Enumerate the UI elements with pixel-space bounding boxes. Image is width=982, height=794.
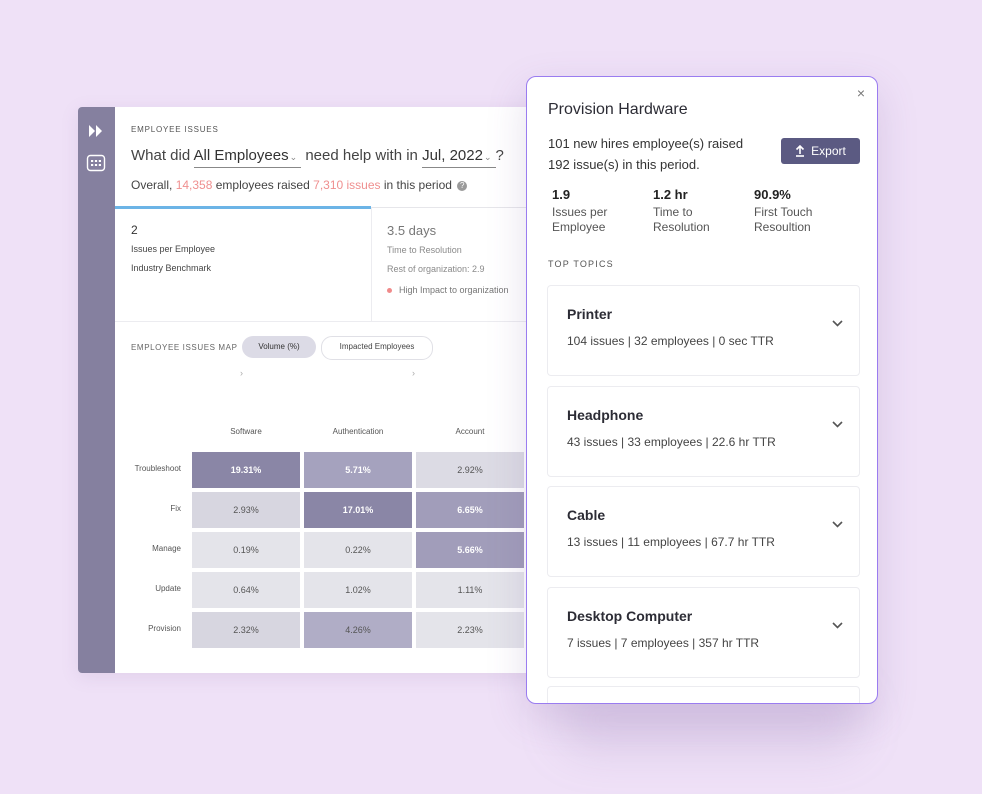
kpi-value: 3.5 days <box>387 223 437 238</box>
topic-stats: 7 issues | 7 employees | 357 hr TTR <box>567 636 760 650</box>
heatmap-cell[interactable]: 0.64% <box>192 572 300 608</box>
topic-card-cable[interactable]: Cable 13 issues | 11 employees | 67.7 hr… <box>547 486 860 577</box>
stat-label: Time to Resolution <box>653 205 710 234</box>
page-question: What did All Employees⌄ need help with i… <box>131 147 504 168</box>
heatmap-row-header: Update <box>155 584 181 593</box>
active-kpi-indicator <box>115 206 371 209</box>
stat-issues-per-employee: 1.9 Issues per Employee <box>552 187 622 235</box>
stat-label: Issues per Employee <box>552 205 608 234</box>
heatmap-cell[interactable]: 5.66% <box>416 532 524 568</box>
topic-card-printer[interactable]: Printer 104 issues | 32 employees | 0 se… <box>547 285 860 376</box>
expand-icon[interactable] <box>86 121 106 141</box>
heatmap-cell[interactable]: 17.01% <box>304 492 412 528</box>
provision-hardware-panel: × Provision Hardware 101 new hires emplo… <box>526 76 878 704</box>
panel-description: 101 new hires employee(s) raised 192 iss… <box>548 136 744 172</box>
heatmap-cell[interactable]: 2.23% <box>416 612 524 648</box>
side-rail <box>78 107 115 673</box>
topic-stats: 13 issues | 11 employees | 67.7 hr TTR <box>567 535 775 549</box>
heatmap-cell[interactable]: 19.31% <box>192 452 300 488</box>
topic-card-headphone[interactable]: Headphone 43 issues | 33 employees | 22.… <box>547 386 860 477</box>
upload-icon <box>796 145 805 157</box>
heatmap-cell[interactable]: 4.26% <box>304 612 412 648</box>
heatmap-column-header: Software <box>230 427 262 436</box>
kpi-time-to-resolution[interactable]: 3.5 days Time to Resolution Rest of orga… <box>387 223 509 295</box>
kpi-label: Issues per Employee <box>131 244 216 254</box>
topic-name: Printer <box>567 306 613 322</box>
kpi-divider <box>371 207 538 208</box>
heatmap-row-header: Fix <box>170 504 181 513</box>
chevron-down-icon: ⌄ <box>483 152 492 162</box>
panel-title: Provision Hardware <box>548 101 688 118</box>
close-icon[interactable]: × <box>856 85 865 101</box>
heatmap-row-header: Manage <box>152 544 181 553</box>
topic-name: Cable <box>567 507 606 523</box>
topic-card-desktop-computer[interactable]: Desktop Computer 7 issues | 7 employees … <box>547 587 860 678</box>
stat-label: First Touch Resoultion <box>754 205 813 234</box>
kpi-vertical-divider <box>371 207 372 321</box>
employee-issues-dashboard: EMPLOYEE ISSUES What did All Employees⌄ … <box>78 107 538 673</box>
impact-note: High Impact to organization <box>387 285 509 295</box>
heatmap-cell[interactable]: 1.02% <box>304 572 412 608</box>
overall-summary: Overall, 14,358 employees raised 7,310 i… <box>131 178 468 192</box>
stat-value: 1.9 <box>552 187 571 202</box>
topic-card-partial[interactable] <box>547 686 860 703</box>
section-eyebrow: EMPLOYEE ISSUES <box>131 125 219 134</box>
group-selector[interactable]: All Employees⌄ <box>193 147 302 168</box>
heatmap-cell[interactable]: 0.19% <box>192 532 300 568</box>
chevron-down-icon[interactable] <box>832 421 843 428</box>
map-title: EMPLOYEE ISSUES MAP <box>131 343 238 352</box>
period-selector[interactable]: Jul, 2022⌄ <box>422 147 496 168</box>
topic-name: Headphone <box>567 407 644 423</box>
topic-name: Desktop Computer <box>567 608 693 624</box>
issue-count: 7,310 issues <box>313 178 381 192</box>
heatmap-cell[interactable]: 2.93% <box>192 492 300 528</box>
kpi-label: Time to Resolution <box>387 245 462 255</box>
grid-calendar-icon[interactable] <box>86 153 106 173</box>
heatmap-cell[interactable]: 0.22% <box>304 532 412 568</box>
section-divider <box>115 321 538 322</box>
chevron-down-icon[interactable] <box>832 521 843 528</box>
topic-stats: 104 issues | 32 employees | 0 sec TTR <box>567 334 774 348</box>
heatmap-row-header: Provision <box>148 624 181 633</box>
heatmap-column-header: Authentication <box>332 427 384 436</box>
stat-value: 90.9% <box>754 187 791 202</box>
stat-time-to-resolution: 1.2 hr Time to Resolution <box>653 187 723 235</box>
stat-value: 1.2 hr <box>653 187 688 202</box>
heatmap-cell[interactable]: 5.71% <box>304 452 412 488</box>
kpi-sub: Industry Benchmark <box>131 263 212 273</box>
heatmap-cell[interactable]: 6.65% <box>416 492 524 528</box>
tab-impacted-employees[interactable]: Impacted Employees <box>321 336 433 360</box>
chevron-down-icon[interactable] <box>832 320 843 327</box>
heatmap-column-header: Account <box>455 427 485 436</box>
export-button[interactable]: Export <box>781 138 860 164</box>
topic-stats: 43 issues | 33 employees | 22.6 hr TTR <box>567 435 776 449</box>
heatmap-cell[interactable]: 1.11% <box>416 572 524 608</box>
tab-volume[interactable]: Volume (%) <box>242 336 316 358</box>
top-topics-title: TOP TOPICS <box>548 259 614 269</box>
employee-count: 14,358 <box>175 178 213 192</box>
chevron-right-icon[interactable]: › <box>412 368 415 378</box>
chevron-down-icon[interactable] <box>832 622 843 629</box>
kpi-value: 2 <box>131 223 138 237</box>
help-icon[interactable]: ? <box>457 180 468 191</box>
chevron-right-icon[interactable]: › <box>240 368 243 378</box>
kpi-sub: Rest of organization: 2.9 <box>387 264 485 274</box>
heatmap-row-header: Troubleshoot <box>134 464 181 473</box>
kpi-issues-per-employee[interactable]: 2 Issues per Employee Industry Benchmark <box>131 223 215 273</box>
impact-dot-icon <box>387 288 392 294</box>
chevron-down-icon: ⌄ <box>289 152 298 162</box>
heatmap-cell[interactable]: 2.32% <box>192 612 300 648</box>
stat-first-touch-resolution: 90.9% First Touch Resoultion <box>754 187 824 235</box>
heatmap-cell[interactable]: 2.92% <box>416 452 524 488</box>
